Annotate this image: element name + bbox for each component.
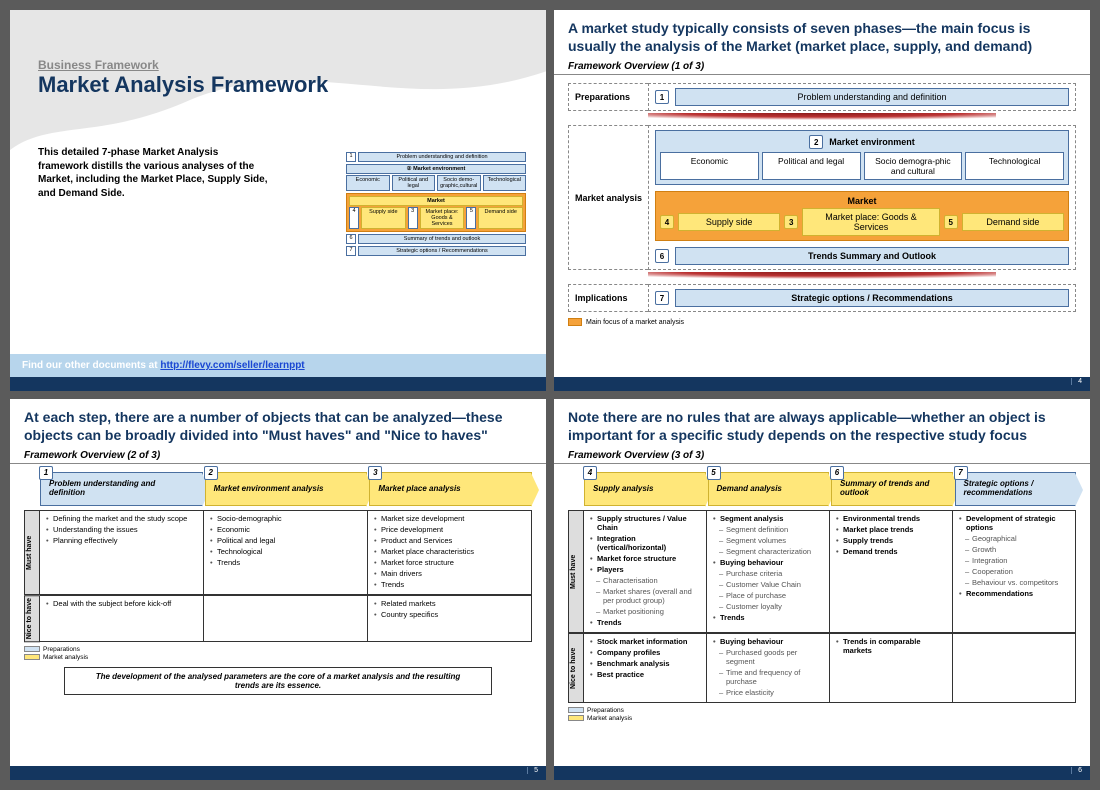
table-col: Trends in comparable markets	[830, 633, 953, 703]
chevron-6: 6Summary of trends and outlook	[831, 472, 953, 506]
env-box: Economic	[660, 152, 759, 180]
row-label-impl: Implications	[568, 284, 648, 312]
table-col: Market size developmentPrice development…	[368, 510, 532, 595]
table-col: Socio-demographicEconomicPolitical and l…	[204, 510, 368, 595]
chevron-3: 3Market place analysis	[369, 472, 532, 506]
env-box: Socio demogra-phic and cultural	[864, 152, 963, 180]
phase7: Strategic options / Recommendations	[675, 289, 1069, 307]
phase6: Trends Summary and Outlook	[675, 247, 1069, 265]
slide1-description: This detailed 7-phase Market Analysis fr…	[10, 98, 270, 200]
chevron-7: 7Strategic options / recommendations	[955, 472, 1077, 506]
row-label-prep: Preparations	[568, 83, 648, 111]
slide2-subtitle: Framework Overview (1 of 3)	[554, 59, 1090, 75]
table-col	[204, 595, 368, 642]
table-col	[953, 633, 1076, 703]
market-place: Market place: Goods & Services	[802, 208, 940, 236]
phase1: Problem understanding and definition	[675, 88, 1069, 106]
slide1-title: Market Analysis Framework	[10, 72, 546, 98]
table-col: Supply structures / Value ChainIntegrati…	[584, 510, 707, 633]
slide-3-objects: At each step, there are a number of obje…	[10, 399, 546, 780]
must-have-table-4: Must have Supply structures / Value Chai…	[568, 510, 1076, 633]
nice-have-table-4: Nice to have Stock market informationCom…	[568, 633, 1076, 703]
env-box: Technological	[965, 152, 1064, 180]
slide-4-objects: Note there are no rules that are always …	[554, 399, 1090, 780]
table-col: Development of strategic optionsGeograph…	[953, 510, 1076, 633]
funnel-1	[648, 113, 996, 123]
page-number: 5	[527, 767, 538, 774]
must-have-table: Must have Defining the market and the st…	[24, 510, 532, 595]
supply-side: Supply side	[678, 213, 780, 231]
slide4-legend: Preparations Market analysis	[568, 707, 1076, 722]
chevron-1: 1Problem understanding and definition	[40, 472, 203, 506]
market-block: Market 4 Supply side 3 Market place: Goo…	[655, 191, 1069, 241]
slide3-title: At each step, there are a number of obje…	[10, 399, 546, 448]
row-label-analysis: Market analysis	[568, 125, 648, 270]
page-number: 4	[1071, 378, 1082, 385]
slide-1-title: Business Framework Market Analysis Frame…	[10, 10, 546, 391]
table-col: Segment analysisSegment definitionSegmen…	[707, 510, 830, 633]
nice-have-table: Nice to have Deal with the subject befor…	[24, 595, 532, 642]
chevron-5: 5Demand analysis	[708, 472, 830, 506]
slide-2-framework: A market study typically consists of sev…	[554, 10, 1090, 391]
table-col: Deal with the subject before kick-off	[40, 595, 204, 642]
demand-side: Demand side	[962, 213, 1064, 231]
legend: Main focus of a market analysis	[568, 318, 1076, 326]
chevron-4: 4Supply analysis	[584, 472, 706, 506]
slide-footer	[10, 377, 546, 391]
flevy-link[interactable]: http://flevy.com/seller/learnppt	[160, 360, 304, 371]
table-col: Defining the market and the study scopeU…	[40, 510, 204, 595]
slide3-legend: Preparations Market analysis	[24, 646, 532, 661]
table-col: Stock market informationCompany profiles…	[584, 633, 707, 703]
slide4-subtitle: Framework Overview (3 of 3)	[554, 448, 1090, 464]
table-col: Related marketsCountry specifics	[368, 595, 532, 642]
slide3-subtitle: Framework Overview (2 of 3)	[10, 448, 546, 464]
category-label: Business Framework	[10, 22, 546, 72]
page-number: 6	[1071, 767, 1082, 774]
env-box: Political and legal	[762, 152, 861, 180]
table-col: Environmental trendsMarket place trendsS…	[830, 510, 953, 633]
funnel-2	[648, 272, 996, 282]
slide3-note: The development of the analysed paramete…	[64, 667, 492, 695]
slide2-title: A market study typically consists of sev…	[554, 10, 1090, 59]
chevron-2: 2Market environment analysis	[205, 472, 368, 506]
slide4-title: Note there are no rules that are always …	[554, 399, 1090, 448]
link-bar: Find our other documents at http://flevy…	[10, 354, 546, 377]
env-title: Market environment	[829, 137, 915, 147]
slide1-mini-framework: 1Problem understanding and definition ② …	[346, 152, 526, 258]
table-col: Buying behaviourPurchased goods per segm…	[707, 633, 830, 703]
